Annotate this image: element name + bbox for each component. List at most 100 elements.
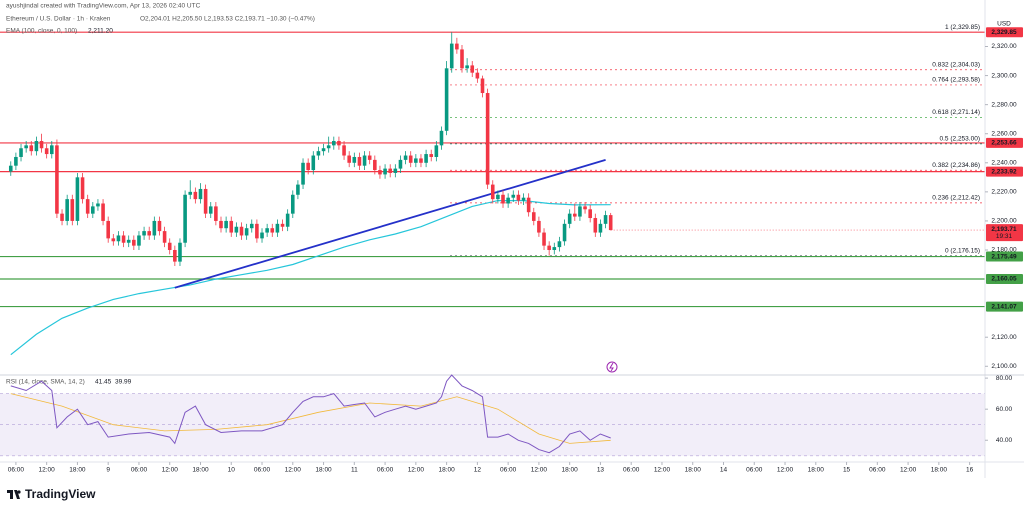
candle-body xyxy=(506,197,510,204)
candle-body xyxy=(603,215,608,224)
candle-body xyxy=(444,68,449,131)
candle-body xyxy=(116,235,121,242)
candle-body xyxy=(398,159,403,169)
candle-body xyxy=(173,250,177,262)
candle-body xyxy=(429,154,434,157)
candle-body xyxy=(439,130,444,146)
candle-body xyxy=(593,218,598,233)
y-tick-label: 2,260.00 xyxy=(991,130,1017,137)
x-tick-label: 18:00 xyxy=(315,467,332,474)
candle-body xyxy=(70,199,75,221)
x-tick-label: 06:00 xyxy=(746,467,763,474)
candle-body xyxy=(460,49,464,69)
candle-body xyxy=(8,165,13,172)
candle-body xyxy=(96,203,100,207)
candle-body xyxy=(306,162,310,171)
x-tick-label: 06:00 xyxy=(254,467,271,474)
candle-body xyxy=(106,220,110,239)
candle-body xyxy=(337,140,341,146)
candle-body xyxy=(219,220,223,229)
candle-body xyxy=(342,145,346,156)
x-tick-label: 12:00 xyxy=(531,467,548,474)
candle-body xyxy=(260,232,264,239)
candle-body xyxy=(244,228,249,236)
candle-body xyxy=(547,245,551,250)
candle-body xyxy=(455,43,459,50)
x-tick-label: 06:00 xyxy=(623,467,640,474)
rsi-tick-label: 60.00 xyxy=(996,406,1013,413)
candle-body xyxy=(373,159,377,171)
y-tick-label: 2,200.00 xyxy=(991,218,1017,225)
logo[interactable]: TradingView xyxy=(7,487,96,501)
candle-body xyxy=(265,228,269,233)
event-icon[interactable] xyxy=(606,361,618,373)
candle-body xyxy=(60,213,64,221)
rsi-tick-label: 80.00 xyxy=(996,375,1013,382)
candle-body xyxy=(531,212,536,221)
y-tick-label: 2,180.00 xyxy=(991,247,1017,254)
candle-body xyxy=(285,213,290,227)
y-tick-label: 2,240.00 xyxy=(991,160,1017,167)
candle-body xyxy=(332,140,336,146)
candle-body xyxy=(275,223,280,233)
candle-body xyxy=(147,231,152,236)
rsi-legend: RSI (14, close, SMA, 14, 2) xyxy=(6,379,85,386)
candle-body xyxy=(393,168,398,173)
candle-body xyxy=(490,184,495,200)
candle-body xyxy=(162,231,167,243)
current-price-label: 2,193.71 xyxy=(991,226,1017,233)
candle-body xyxy=(383,168,387,175)
price-box-label: 2,141.07 xyxy=(991,303,1017,310)
candle-body xyxy=(573,213,577,217)
candle-body xyxy=(137,235,141,246)
candle-body xyxy=(29,145,34,152)
x-tick-label: 06:00 xyxy=(869,467,886,474)
rsi-last: 41.45 xyxy=(95,379,112,386)
fib-label: 0.832 (2,304.03) xyxy=(932,61,980,68)
x-tick-label: 15 xyxy=(843,467,851,474)
rsi-tick-label: 40.00 xyxy=(996,437,1013,444)
candle-body xyxy=(85,199,90,214)
candle-body xyxy=(188,191,193,195)
candle-body xyxy=(224,220,228,229)
x-tick-label: 12:00 xyxy=(654,467,671,474)
candle-body xyxy=(316,151,321,156)
candle-body xyxy=(270,228,275,233)
candle-body xyxy=(111,238,116,242)
x-tick-label: 12:00 xyxy=(285,467,302,474)
x-tick-label: 18:00 xyxy=(192,467,209,474)
candle-body xyxy=(44,148,49,155)
candle-body xyxy=(121,235,126,243)
y-tick-label: 2,100.00 xyxy=(991,363,1017,370)
price-box xyxy=(986,166,1023,177)
candle-body xyxy=(34,140,39,152)
candle-body xyxy=(516,194,521,201)
candle-body xyxy=(378,170,382,175)
symbol: Ethereum / U.S. Dollar · 1h · Kraken xyxy=(6,16,111,23)
ema-last: 2,211.20 xyxy=(88,28,113,35)
candle-body xyxy=(101,203,105,221)
price-box xyxy=(986,301,1023,312)
rsi-sma-line xyxy=(10,393,611,444)
candle-body xyxy=(578,206,582,217)
x-tick-label: 9 xyxy=(106,467,110,474)
candle-body xyxy=(75,177,80,221)
candle-body xyxy=(198,188,203,200)
candle-body xyxy=(65,199,69,221)
candle-body xyxy=(588,209,592,219)
candle-body xyxy=(49,145,54,155)
candle-body xyxy=(296,184,300,195)
candle-body xyxy=(290,194,295,214)
candle-body xyxy=(39,140,44,149)
candle-body xyxy=(193,191,198,200)
x-tick-label: 06:00 xyxy=(377,467,394,474)
candle-body xyxy=(152,220,157,236)
candle-body xyxy=(470,65,475,73)
candle-body xyxy=(311,155,316,171)
candle-body xyxy=(280,223,285,227)
candle-body xyxy=(239,226,244,236)
candle-body xyxy=(414,158,418,163)
rsi-line xyxy=(10,374,611,454)
candle-body xyxy=(557,241,562,248)
